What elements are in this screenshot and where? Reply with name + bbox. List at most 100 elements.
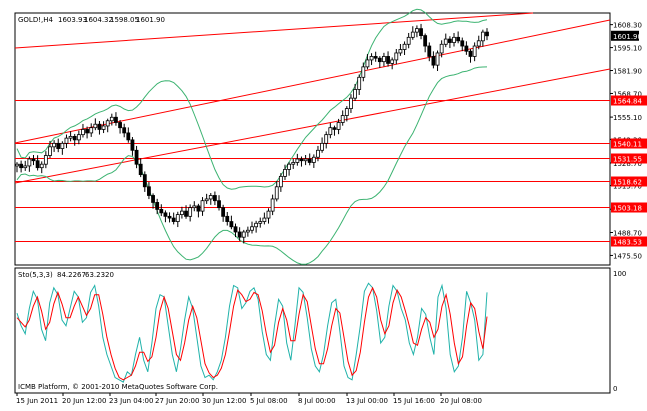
candle-body [278, 175, 283, 188]
candle-body [303, 158, 308, 162]
candle-body [287, 163, 292, 170]
close-value: 1601.90 [136, 16, 165, 24]
candle-body [299, 158, 304, 162]
candle-body [126, 132, 131, 141]
candle-body [373, 56, 378, 59]
candle-body [283, 169, 287, 177]
x-tick-label: 27 Jun 20:00 [155, 397, 199, 405]
candle-body [35, 160, 40, 169]
candle-body [233, 226, 238, 233]
candle-body [357, 76, 362, 90]
x-tick-label: 5 Jul 08:00 [250, 397, 288, 405]
candle-body [237, 231, 242, 238]
candle-body [56, 142, 61, 149]
current-price-tag-label: 1601.90 [613, 33, 642, 41]
candle-body [142, 174, 147, 188]
candle-body [340, 115, 345, 123]
candle-body [163, 212, 168, 217]
candle-body [118, 122, 122, 129]
y-tick-label: 1555.10 [613, 114, 642, 122]
candle-body [311, 156, 316, 163]
x-tick-label: 30 Jun 12:00 [202, 397, 246, 405]
bollinger-bands [16, 8, 488, 265]
candle-body [386, 56, 390, 64]
candle-body [39, 163, 44, 169]
candle-body [27, 158, 32, 167]
candle-body [480, 31, 485, 42]
candle-body [72, 135, 77, 141]
candle-body [427, 45, 432, 57]
candle-body [155, 202, 160, 210]
candle-body [60, 142, 65, 149]
symbol-label: GOLD!,H4 [18, 16, 54, 24]
y-tick-label: 1528.70 [613, 160, 642, 168]
indicator-panel[interactable] [14, 267, 611, 394]
candle-body [245, 229, 250, 233]
stochastic-lines [16, 282, 488, 383]
candle-body [196, 205, 201, 212]
candle-body [464, 45, 469, 52]
candle-body [390, 59, 395, 64]
stoch-signal-value: 63.2320 [85, 271, 114, 279]
candle-body [423, 35, 428, 47]
high-value: 1604.32 [84, 16, 113, 24]
candle-body [472, 45, 477, 57]
candle-body [147, 186, 151, 196]
candle-body [398, 49, 403, 54]
low-value: 1598.05 [110, 16, 139, 24]
candle-body [241, 231, 246, 238]
time-axis: 15 Jun 2011 20 Jun 12:00 23 Jun 04:00 27 Ju… [16, 393, 482, 405]
candle-body [97, 123, 102, 130]
candle-body [485, 31, 489, 37]
candle-body [266, 210, 271, 219]
candle-body [402, 43, 407, 50]
candle-body [138, 163, 143, 176]
x-tick-label: 20 Jul 08:00 [440, 397, 482, 405]
x-tick-label: 15 Jul 16:00 [393, 397, 435, 405]
indicator-level-bottom: 0 [613, 385, 617, 393]
candle-body [295, 158, 300, 163]
candle-body [460, 40, 465, 47]
candle-body [291, 162, 296, 165]
candle-body [369, 56, 374, 61]
candle-body [439, 43, 444, 54]
candle-body [324, 134, 329, 144]
level-tag-bg [611, 138, 647, 149]
candle-body [76, 134, 81, 141]
candle-body [151, 195, 155, 203]
level-tag-label: 1483.53 [613, 239, 642, 247]
candle-body [320, 142, 324, 151]
copyright-text: ICMB Platform, © 2001-2010 MetaQuotes So… [18, 383, 218, 391]
level-tag-label: 1540.11 [613, 141, 642, 149]
channel-line-upper[interactable] [14, 12, 534, 49]
candle-body [394, 52, 399, 61]
candle-body [200, 200, 205, 212]
candle-body [377, 57, 382, 63]
candle-body [254, 222, 259, 228]
candle-body [175, 214, 180, 222]
candle-body [262, 217, 267, 222]
candle-body [221, 207, 226, 217]
candle-body [159, 208, 164, 214]
candle-body [270, 198, 275, 212]
candle-body [64, 137, 69, 144]
candle-body [31, 158, 36, 162]
candle-body [274, 186, 279, 200]
x-tick-label: 23 Jun 04:00 [109, 397, 153, 405]
y-tick-label: 1475.50 [613, 252, 642, 260]
candle-body [258, 221, 263, 224]
bollinger-lower [16, 66, 488, 265]
channel-line-lower[interactable] [14, 68, 611, 184]
candle-body [48, 146, 52, 156]
candle-body [167, 215, 172, 219]
candle-body [349, 97, 353, 109]
candle-body [307, 158, 312, 163]
candle-body [204, 198, 209, 202]
level-tag-bg [611, 95, 647, 106]
price-tags: 1564.84 1540.11 1531.55 1518.62 1503.18 1483.… [611, 30, 647, 247]
indicator-level-top: 100 [613, 270, 626, 278]
x-tick-label: 8 Jul 00:00 [298, 397, 336, 405]
candle-body [19, 163, 24, 169]
